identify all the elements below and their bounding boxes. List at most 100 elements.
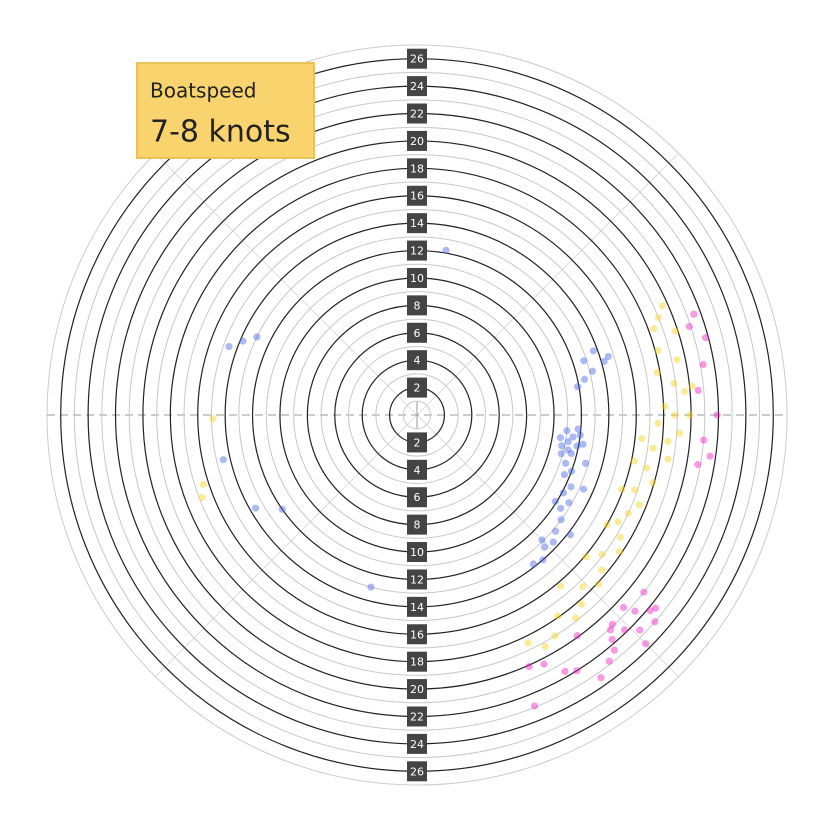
point <box>551 497 559 506</box>
point <box>580 375 589 383</box>
tick-box <box>407 76 427 97</box>
point <box>588 367 597 375</box>
minor-ring <box>402 400 432 430</box>
point <box>563 427 571 435</box>
point <box>654 419 662 428</box>
point <box>664 455 672 463</box>
point <box>579 582 587 591</box>
minor-ring <box>128 126 706 704</box>
point <box>569 433 577 441</box>
point <box>661 402 669 410</box>
point <box>567 483 575 491</box>
r-tick-label: 6 <box>414 491 421 504</box>
point <box>573 442 581 450</box>
spoke <box>416 414 679 677</box>
point <box>651 604 660 612</box>
point <box>673 356 681 364</box>
point <box>561 459 570 467</box>
point <box>606 626 615 634</box>
point <box>580 357 588 365</box>
point <box>239 337 247 345</box>
minor-ring <box>320 318 514 512</box>
spoke <box>416 153 679 416</box>
point <box>529 560 538 568</box>
point <box>636 626 644 634</box>
point <box>442 246 450 254</box>
minor-ring <box>101 99 733 731</box>
r-tick-label: 22 <box>410 710 424 723</box>
point <box>539 556 547 564</box>
point <box>654 346 662 355</box>
minor-ring <box>238 236 596 594</box>
point <box>631 607 639 615</box>
tick-box <box>407 487 427 508</box>
point <box>713 411 721 419</box>
point <box>649 479 657 487</box>
tick-box <box>407 624 427 645</box>
point <box>573 632 581 640</box>
point <box>694 460 702 469</box>
point <box>598 550 606 558</box>
point <box>631 486 639 494</box>
r-tick-label: 6 <box>414 327 421 340</box>
point <box>624 509 632 518</box>
tick-box <box>407 295 427 316</box>
point <box>701 334 710 342</box>
point <box>540 543 549 551</box>
r-tick-label: 4 <box>414 464 421 477</box>
point <box>530 702 539 710</box>
point <box>567 449 575 458</box>
point <box>690 310 698 318</box>
spoke <box>155 414 418 677</box>
point <box>608 620 616 629</box>
point <box>670 379 678 388</box>
point <box>557 450 565 458</box>
minor-ring <box>156 154 678 676</box>
point <box>556 434 565 442</box>
point <box>253 333 261 341</box>
point <box>199 480 207 489</box>
tick-box <box>407 130 427 151</box>
r-tick-label: 20 <box>410 683 424 696</box>
point <box>577 600 586 608</box>
tick-box <box>407 569 427 590</box>
tick-box <box>407 158 427 179</box>
point <box>615 547 623 556</box>
minor-ring <box>375 373 459 457</box>
point <box>597 674 605 682</box>
point <box>579 440 587 448</box>
point <box>604 352 612 361</box>
tick-box <box>407 350 427 371</box>
annotation-box <box>136 62 315 159</box>
minor-ring <box>183 181 651 649</box>
minor-ring <box>210 208 624 622</box>
minor-ring <box>265 263 569 567</box>
r-tick-label: 18 <box>410 656 424 669</box>
point <box>524 639 532 647</box>
point <box>619 603 628 612</box>
point <box>646 606 654 615</box>
point <box>610 646 618 654</box>
tick-box <box>407 240 427 261</box>
tick-box <box>407 48 427 69</box>
point <box>640 588 648 596</box>
point <box>556 582 565 590</box>
tick-box <box>407 213 427 234</box>
r-tick-label: 14 <box>410 601 424 614</box>
points <box>198 246 721 710</box>
point <box>567 467 576 475</box>
point <box>688 382 696 390</box>
minor-ring <box>73 71 761 759</box>
point <box>638 435 646 443</box>
point <box>654 313 663 322</box>
r-tick-label: 20 <box>410 135 424 148</box>
point <box>573 667 581 675</box>
r-tick-label: 26 <box>410 53 424 66</box>
point <box>671 411 679 419</box>
point <box>209 414 217 423</box>
point <box>700 436 708 444</box>
point <box>598 566 606 574</box>
point <box>566 531 574 539</box>
r-tick-label: 4 <box>414 354 421 367</box>
r-tick-label: 8 <box>414 299 421 312</box>
